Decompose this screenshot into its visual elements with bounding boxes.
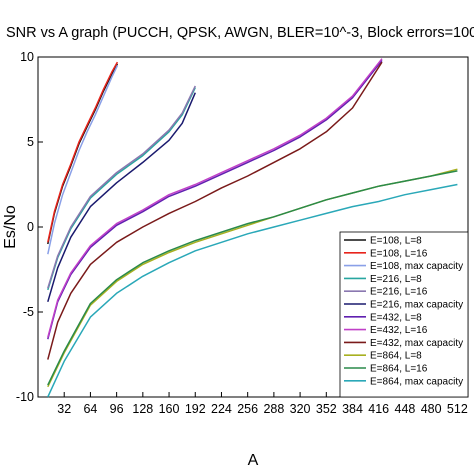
series-line-12 bbox=[47, 183, 458, 398]
y-tick-label: 10 bbox=[20, 50, 34, 64]
series-line-4 bbox=[47, 87, 196, 291]
x-tick-label: 160 bbox=[159, 402, 180, 416]
x-tick-label: 192 bbox=[185, 402, 206, 416]
y-tick-label: 5 bbox=[27, 135, 34, 149]
legend-label: E=432, L=16 bbox=[370, 325, 428, 336]
x-axis-label: A bbox=[248, 452, 259, 469]
series-line-2 bbox=[47, 61, 119, 243]
legend-label: E=864, L=16 bbox=[370, 364, 428, 375]
legend-label: E=432, L=8 bbox=[370, 312, 422, 323]
x-tick-label: 352 bbox=[316, 402, 337, 416]
x-tick-label: 384 bbox=[342, 402, 363, 416]
y-tick-label: -10 bbox=[16, 390, 34, 404]
x-tick-label: 512 bbox=[447, 402, 468, 416]
x-tick-label: 320 bbox=[290, 402, 311, 416]
series-line-7 bbox=[47, 59, 383, 340]
y-axis-ticks: 10 5 0 -5 -10 bbox=[16, 50, 43, 404]
series-line-8 bbox=[47, 58, 383, 338]
x-tick-label: 64 bbox=[83, 402, 97, 416]
series-line-1 bbox=[47, 63, 119, 245]
series-lines bbox=[47, 58, 458, 398]
legend-label: E=108, L=8 bbox=[370, 236, 422, 247]
series-line-3 bbox=[47, 65, 119, 255]
legend-box bbox=[339, 231, 469, 398]
x-axis-ticks: 32 64 96 128 160 192 224 256 288 320 352 384 416 448 4… bbox=[57, 392, 468, 416]
y-tick-label: 0 bbox=[27, 220, 34, 234]
legend: E=108, L=8E=108, L=16 E=108, max capacity… bbox=[339, 231, 469, 398]
legend-label: E=864, L=8 bbox=[370, 351, 422, 362]
x-tick-label: 224 bbox=[211, 402, 232, 416]
x-tick-label: 448 bbox=[395, 402, 416, 416]
legend-label: E=216, max capacity bbox=[370, 300, 463, 311]
series-line-5 bbox=[47, 85, 196, 289]
legend-label: E=216, L=8 bbox=[370, 274, 422, 285]
chart-title: SNR vs A graph (PUCCH, QPSK, AWGN, BLER=… bbox=[6, 25, 474, 41]
series-line-6 bbox=[47, 92, 196, 303]
legend-label: E=864, max capacity bbox=[370, 376, 463, 387]
y-axis-label: Es/No bbox=[2, 205, 19, 249]
legend-label: E=432, max capacity bbox=[370, 338, 463, 349]
x-tick-label: 32 bbox=[57, 402, 71, 416]
legend-label: E=108, L=16 bbox=[370, 248, 428, 259]
y-tick-label: -5 bbox=[23, 305, 34, 319]
series-line-11 bbox=[47, 170, 458, 386]
x-tick-label: 128 bbox=[132, 402, 153, 416]
series-line-9 bbox=[47, 61, 383, 360]
legend-label: E=108, max capacity bbox=[370, 261, 463, 272]
x-tick-label: 480 bbox=[421, 402, 442, 416]
x-tick-label: 256 bbox=[237, 402, 258, 416]
x-tick-label: 288 bbox=[263, 402, 284, 416]
x-tick-label: 96 bbox=[110, 402, 124, 416]
legend-label: E=216, L=16 bbox=[370, 287, 428, 298]
x-tick-label: 416 bbox=[368, 402, 389, 416]
